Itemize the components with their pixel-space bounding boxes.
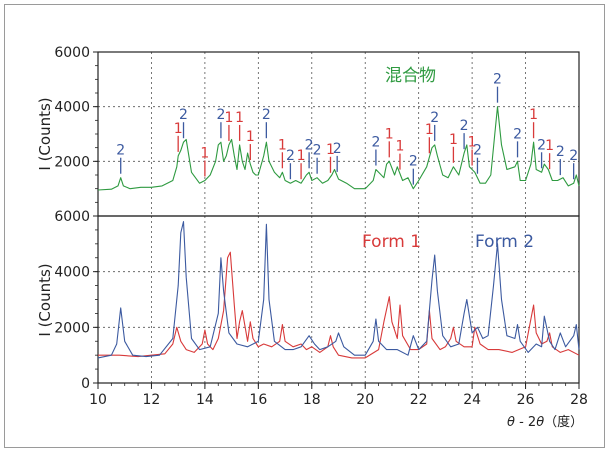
top-ylabel: I (Counts) xyxy=(36,97,54,170)
y-tick-label: 2000 xyxy=(54,154,90,170)
annotation-label: 1 xyxy=(246,129,255,145)
annotation-label: 1 xyxy=(385,126,394,142)
y-tick-label: 6000 xyxy=(54,209,90,225)
legend-form1: Form 1 xyxy=(362,232,421,252)
annotation-label: 1 xyxy=(425,122,434,138)
annotation-label: 2 xyxy=(371,135,380,151)
x-tick-label: 28 xyxy=(570,392,588,408)
series-line-混合物 xyxy=(97,106,580,191)
annotation-label: 2 xyxy=(537,137,546,153)
annotation-label: 2 xyxy=(116,143,125,159)
annotation-label: 1 xyxy=(278,137,287,153)
x-tick-label: 14 xyxy=(196,392,214,408)
annotation-label: 2 xyxy=(473,143,482,159)
annotation-label: 2 xyxy=(430,110,439,126)
annotation-label: 2 xyxy=(216,107,225,123)
legend-form2: Form 2 xyxy=(475,232,534,252)
annotation-label: 2 xyxy=(409,154,418,170)
bottom-ylabel: I (Counts) xyxy=(36,263,54,336)
annotation-label: 2 xyxy=(493,72,502,88)
annotation-label: 1 xyxy=(449,132,458,148)
annotation-label: 2 xyxy=(556,144,565,160)
annotation-label: 1 xyxy=(545,138,554,154)
annotation-label: 2 xyxy=(513,126,522,142)
x-tick-label: 22 xyxy=(410,392,428,408)
annotation-label: 2 xyxy=(569,148,578,164)
top-series xyxy=(97,106,580,191)
annotation-label: 2 xyxy=(313,143,322,159)
annotation-label: 2 xyxy=(305,137,314,153)
x-tick-label: 10 xyxy=(89,392,107,408)
bottom-grid xyxy=(98,216,579,383)
annotation-label: 2 xyxy=(286,148,295,164)
x-tick-label: 12 xyxy=(143,392,161,408)
x-tick-label: 26 xyxy=(517,392,535,408)
legend-mixture: 混合物 xyxy=(385,66,436,86)
outer-border xyxy=(4,4,605,448)
annotation-label: 1 xyxy=(174,121,183,137)
annotation-label: 2 xyxy=(179,107,188,123)
x-tick-label: 16 xyxy=(249,392,267,408)
annotation-label: 1 xyxy=(297,148,306,164)
y-tick-label: 6000 xyxy=(54,45,90,61)
x-tick-label: 18 xyxy=(303,392,321,408)
annotation-label: 2 xyxy=(333,141,342,157)
y-tick-label: 4000 xyxy=(54,265,90,281)
annotation-label: 1 xyxy=(529,107,538,123)
y-tick-label: 0 xyxy=(81,376,90,392)
x-axis-title: θ - 2θ（度） xyxy=(507,414,583,430)
annotation-label: 1 xyxy=(468,135,477,151)
axis-ticks xyxy=(93,51,580,389)
annotation-label: 1 xyxy=(326,142,335,158)
annotation-label: 1 xyxy=(224,110,233,126)
annotation-label: 1 xyxy=(396,139,405,155)
y-tick-label: 4000 xyxy=(54,100,90,116)
y-tick-label: 2000 xyxy=(54,320,90,336)
series-line-form-1 xyxy=(98,251,580,359)
annotation-label: 1 xyxy=(200,145,209,161)
series-line-form-2 xyxy=(97,221,580,359)
annotation-label: 1 xyxy=(235,110,244,126)
x-tick-label: 24 xyxy=(463,392,481,408)
annotation-label: 2 xyxy=(262,107,271,123)
annotation-label: 2 xyxy=(460,118,469,134)
bottom-series xyxy=(97,221,580,359)
x-tick-label: 20 xyxy=(356,392,374,408)
